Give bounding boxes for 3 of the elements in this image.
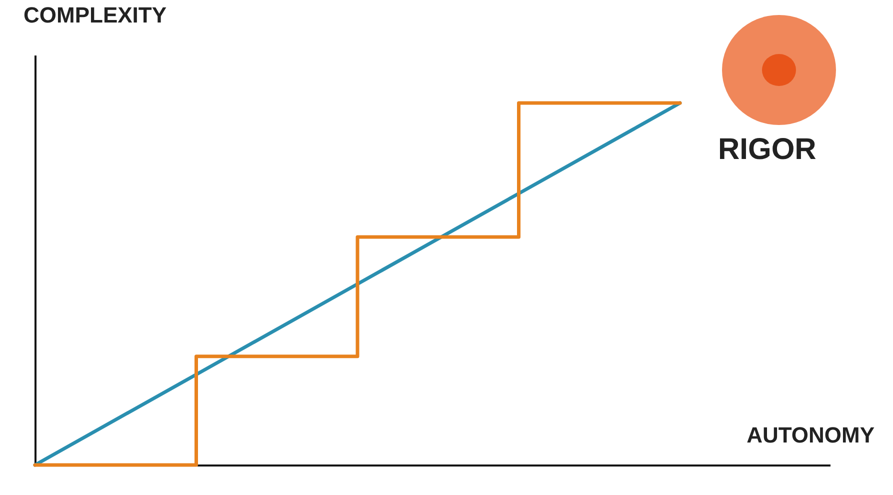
annotation: RIGOR bbox=[718, 133, 816, 167]
y-axis-title: COMPLEXITY bbox=[24, 2, 167, 28]
x-axis-title: AUTONOMY bbox=[746, 422, 875, 448]
